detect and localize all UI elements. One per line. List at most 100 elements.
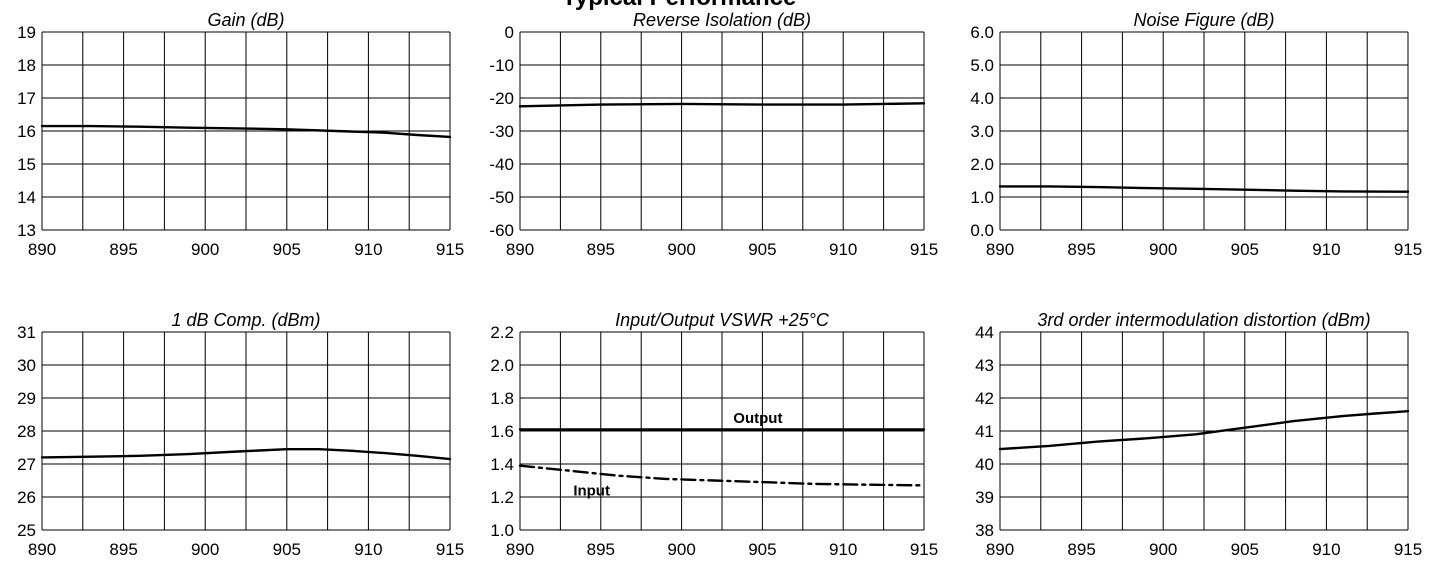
y-tick-label: 18 [17,56,36,75]
chart-title: Gain (dB) [207,10,284,30]
y-tick-label: 39 [975,488,994,507]
y-tick-label: 19 [17,23,36,42]
x-tick-label: 890 [506,240,534,259]
y-tick-label: 1.8 [490,389,514,408]
chart-6: 3rd order intermodulation distortion (dB… [975,310,1422,559]
x-tick-label: 900 [667,240,695,259]
series-line [998,185,1410,193]
x-tick-label: 905 [273,540,301,559]
y-tick-label: 31 [17,323,36,342]
x-tick-label: 910 [829,540,857,559]
x-tick-label: 900 [1149,540,1177,559]
y-tick-label: 44 [975,323,994,342]
chart-title: 1 dB Comp. (dBm) [171,310,320,330]
x-tick-label: 900 [191,540,219,559]
y-tick-label: 41 [975,422,994,441]
y-tick-label: 17 [17,89,36,108]
chart-1: Gain (dB) 13 14 15 16 17 18 19 890 895 900 905 910 91… [17,10,464,259]
y-tick-label: 3.0 [970,122,994,141]
annotation-output: Output [733,410,782,427]
chart-title: Reverse Isolation (dB) [633,10,811,30]
y-tick-label: 2.2 [490,323,514,342]
x-tick-label: 905 [1231,540,1259,559]
y-tick-label: 27 [17,455,36,474]
series-line [518,102,926,108]
y-tick-label: 1.0 [490,521,514,540]
y-tick-label: 1.2 [490,488,514,507]
x-tick-label: 890 [506,540,534,559]
x-tick-label: 895 [587,540,615,559]
x-tick-label: 905 [748,240,776,259]
series-line [40,448,452,461]
chart-5: Input/Output VSWR +25°C 1.0 1.2 1.4 1.6 1.8 2.… [490,310,938,559]
chart-title: Noise Figure (dB) [1133,10,1274,30]
x-tick-label: 915 [436,240,464,259]
x-tick-label: 890 [28,540,56,559]
annotation-input: Input [573,482,610,499]
y-tick-label: -60 [489,221,514,240]
x-tick-label: 905 [1231,240,1259,259]
y-tick-label: 5.0 [970,56,994,75]
x-tick-label: 910 [1312,540,1340,559]
y-tick-label: 1.0 [970,188,994,207]
y-tick-label: 0 [505,23,514,42]
y-tick-label: 25 [17,521,36,540]
x-tick-label: 900 [667,540,695,559]
y-tick-label: 0.0 [970,221,994,240]
y-tick-label: -20 [489,89,514,108]
y-tick-label: 16 [17,122,36,141]
y-tick-label: 26 [17,488,36,507]
x-tick-label: 900 [1149,240,1177,259]
y-tick-label: 40 [975,455,994,474]
x-tick-label: 915 [436,540,464,559]
x-tick-label: 890 [986,540,1014,559]
x-tick-label: 905 [273,240,301,259]
x-tick-label: 890 [28,240,56,259]
x-tick-label: 910 [354,240,382,259]
x-tick-label: 895 [109,240,137,259]
chart-3: Noise Figure (dB) 0.0 1.0 2.0 3.0 4.0 5.0 6.0 89… [970,10,1422,259]
page-heading: Typical Performance [562,0,796,12]
x-tick-label: 910 [354,540,382,559]
x-tick-label: 915 [910,240,938,259]
y-tick-label: 28 [17,422,36,441]
x-tick-label: 915 [1394,240,1422,259]
y-tick-label: -50 [489,188,514,207]
x-tick-label: 900 [191,240,219,259]
chart-title: 3rd order intermodulation distortion (dB… [1037,310,1370,330]
chart-4: 1 dB Comp. (dBm) 25 26 27 28 29 30 31 890 895 900 9… [17,310,464,559]
y-tick-label: 2.0 [490,356,514,375]
series-line-input [518,464,926,487]
series-line [998,410,1410,451]
x-tick-label: 895 [1067,540,1095,559]
x-tick-label: 895 [1067,240,1095,259]
chart-title: Input/Output VSWR +25°C [615,310,830,330]
x-tick-label: 915 [1394,540,1422,559]
y-tick-label: -10 [489,56,514,75]
y-tick-label: 1.6 [490,422,514,441]
y-tick-label: 14 [17,188,36,207]
x-tick-label: 910 [829,240,857,259]
y-tick-label: 2.0 [970,155,994,174]
y-tick-label: 38 [975,521,994,540]
x-tick-label: 905 [748,540,776,559]
y-tick-label: 6.0 [970,23,994,42]
y-tick-label: -40 [489,155,514,174]
chart-2: Reverse Isolation (dB) -60 -50 -40 -30 -20 -10… [489,10,938,259]
y-tick-label: 29 [17,389,36,408]
x-tick-label: 890 [986,240,1014,259]
y-tick-label: 15 [17,155,36,174]
x-tick-label: 915 [910,540,938,559]
x-tick-label: 910 [1312,240,1340,259]
y-tick-label: 1.4 [490,455,514,474]
x-tick-label: 895 [109,540,137,559]
series-line [40,124,452,139]
y-tick-label: 43 [975,356,994,375]
y-tick-label: 30 [17,356,36,375]
y-tick-label: 4.0 [970,89,994,108]
y-tick-label: -30 [489,122,514,141]
x-tick-label: 895 [587,240,615,259]
y-tick-label: 42 [975,389,994,408]
y-tick-label: 13 [17,221,36,240]
